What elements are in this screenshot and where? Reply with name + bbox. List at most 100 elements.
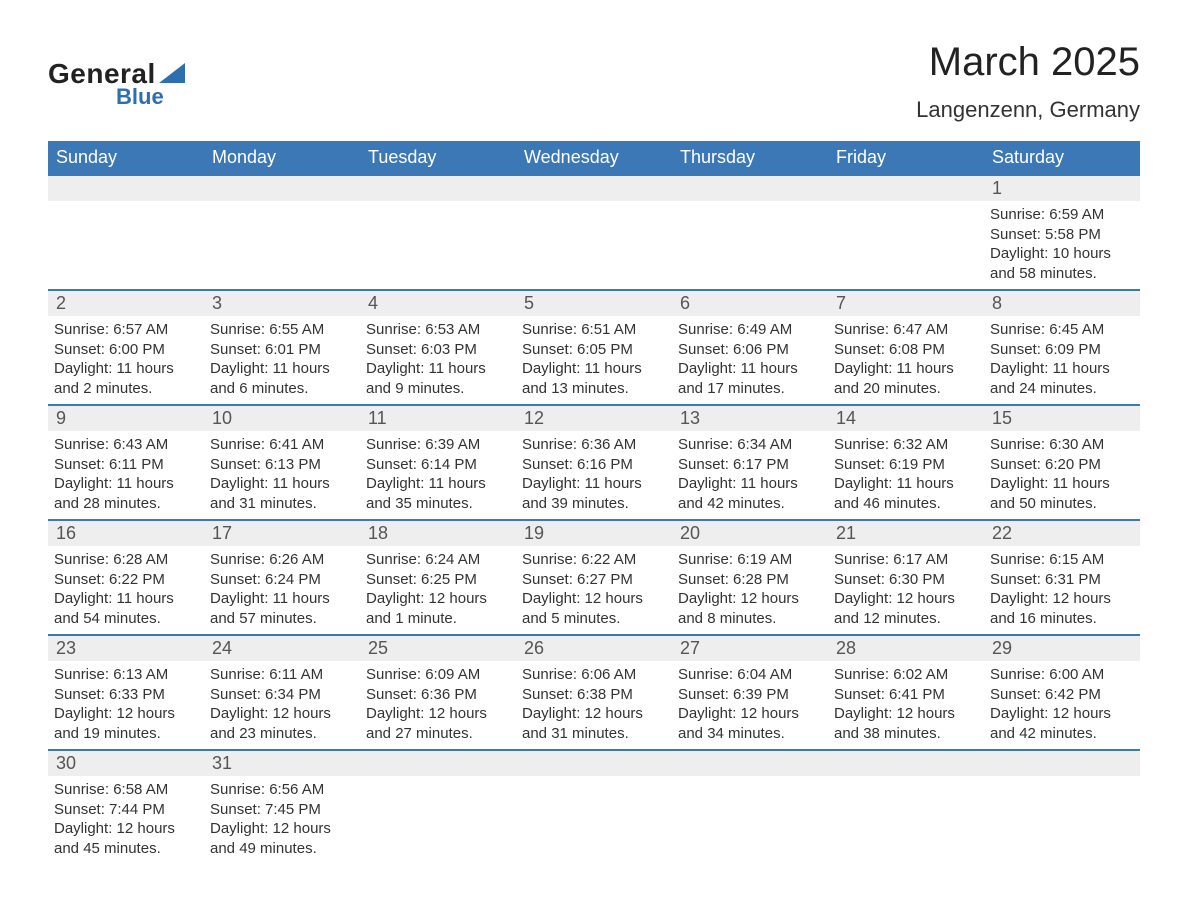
sunset-line: Sunset: 6:19 PM <box>834 455 978 475</box>
sunset-line: Sunset: 6:14 PM <box>366 455 510 475</box>
day-details: Sunrise: 6:15 AMSunset: 6:31 PMDaylight:… <box>984 546 1140 634</box>
day-header-sunday: Sunday <box>48 141 204 175</box>
day-number: 13 <box>672 406 828 431</box>
day-number: 15 <box>984 406 1140 431</box>
day-details: Sunrise: 6:53 AMSunset: 6:03 PMDaylight:… <box>360 316 516 404</box>
sunrise-line: Sunrise: 6:58 AM <box>54 780 198 800</box>
day-cell: 5Sunrise: 6:51 AMSunset: 6:05 PMDaylight… <box>516 290 672 405</box>
sunrise-line: Sunrise: 6:19 AM <box>678 550 822 570</box>
daylight-line: Daylight: 10 hours and 58 minutes. <box>990 244 1134 283</box>
daylight-line: Daylight: 12 hours and 16 minutes. <box>990 589 1134 628</box>
day-details: Sunrise: 6:45 AMSunset: 6:09 PMDaylight:… <box>984 316 1140 404</box>
day-details: Sunrise: 6:02 AMSunset: 6:41 PMDaylight:… <box>828 661 984 749</box>
daylight-line: Daylight: 12 hours and 34 minutes. <box>678 704 822 743</box>
day-cell: 27Sunrise: 6:04 AMSunset: 6:39 PMDayligh… <box>672 635 828 750</box>
sunset-line: Sunset: 6:06 PM <box>678 340 822 360</box>
day-cell: 22Sunrise: 6:15 AMSunset: 6:31 PMDayligh… <box>984 520 1140 635</box>
sunset-line: Sunset: 6:11 PM <box>54 455 198 475</box>
empty-day-cell <box>360 175 516 290</box>
day-number: 10 <box>204 406 360 431</box>
empty-day-cell <box>48 175 204 290</box>
day-number <box>204 176 360 201</box>
day-number <box>516 176 672 201</box>
sunrise-line: Sunrise: 6:02 AM <box>834 665 978 685</box>
location-subtitle: Langenzenn, Germany <box>916 97 1140 123</box>
daylight-line: Daylight: 11 hours and 50 minutes. <box>990 474 1134 513</box>
day-header-monday: Monday <box>204 141 360 175</box>
sunrise-line: Sunrise: 6:59 AM <box>990 205 1134 225</box>
sunset-line: Sunset: 6:25 PM <box>366 570 510 590</box>
day-number: 29 <box>984 636 1140 661</box>
day-details: Sunrise: 6:59 AMSunset: 5:58 PMDaylight:… <box>984 201 1140 289</box>
daylight-line: Daylight: 11 hours and 46 minutes. <box>834 474 978 513</box>
daylight-line: Daylight: 11 hours and 20 minutes. <box>834 359 978 398</box>
day-number: 11 <box>360 406 516 431</box>
sunset-line: Sunset: 6:01 PM <box>210 340 354 360</box>
daylight-line: Daylight: 11 hours and 39 minutes. <box>522 474 666 513</box>
day-number: 24 <box>204 636 360 661</box>
day-cell: 21Sunrise: 6:17 AMSunset: 6:30 PMDayligh… <box>828 520 984 635</box>
day-number: 4 <box>360 291 516 316</box>
day-number: 31 <box>204 751 360 776</box>
empty-day-cell <box>204 175 360 290</box>
day-cell: 26Sunrise: 6:06 AMSunset: 6:38 PMDayligh… <box>516 635 672 750</box>
sunrise-line: Sunrise: 6:28 AM <box>54 550 198 570</box>
day-details: Sunrise: 6:51 AMSunset: 6:05 PMDaylight:… <box>516 316 672 404</box>
sunset-line: Sunset: 6:39 PM <box>678 685 822 705</box>
day-cell: 17Sunrise: 6:26 AMSunset: 6:24 PMDayligh… <box>204 520 360 635</box>
day-number: 5 <box>516 291 672 316</box>
daylight-line: Daylight: 12 hours and 31 minutes. <box>522 704 666 743</box>
sunrise-line: Sunrise: 6:57 AM <box>54 320 198 340</box>
sunset-line: Sunset: 6:05 PM <box>522 340 666 360</box>
sunset-line: Sunset: 7:44 PM <box>54 800 198 820</box>
sunrise-line: Sunrise: 6:22 AM <box>522 550 666 570</box>
sunset-line: Sunset: 6:08 PM <box>834 340 978 360</box>
day-header-row: SundayMondayTuesdayWednesdayThursdayFrid… <box>48 141 1140 175</box>
sunset-line: Sunset: 6:17 PM <box>678 455 822 475</box>
daylight-line: Daylight: 11 hours and 35 minutes. <box>366 474 510 513</box>
sunset-line: Sunset: 6:00 PM <box>54 340 198 360</box>
logo: General Blue <box>48 58 185 110</box>
day-cell: 1Sunrise: 6:59 AMSunset: 5:58 PMDaylight… <box>984 175 1140 290</box>
sunrise-line: Sunrise: 6:55 AM <box>210 320 354 340</box>
sunset-line: Sunset: 7:45 PM <box>210 800 354 820</box>
day-number <box>516 751 672 776</box>
daylight-line: Daylight: 12 hours and 42 minutes. <box>990 704 1134 743</box>
day-number <box>984 751 1140 776</box>
day-cell: 23Sunrise: 6:13 AMSunset: 6:33 PMDayligh… <box>48 635 204 750</box>
day-number: 12 <box>516 406 672 431</box>
sunrise-line: Sunrise: 6:47 AM <box>834 320 978 340</box>
daylight-line: Daylight: 11 hours and 6 minutes. <box>210 359 354 398</box>
empty-day-cell <box>672 750 828 864</box>
day-details: Sunrise: 6:39 AMSunset: 6:14 PMDaylight:… <box>360 431 516 519</box>
day-number: 27 <box>672 636 828 661</box>
sunrise-line: Sunrise: 6:06 AM <box>522 665 666 685</box>
day-cell: 11Sunrise: 6:39 AMSunset: 6:14 PMDayligh… <box>360 405 516 520</box>
day-number <box>672 751 828 776</box>
day-cell: 24Sunrise: 6:11 AMSunset: 6:34 PMDayligh… <box>204 635 360 750</box>
day-cell: 25Sunrise: 6:09 AMSunset: 6:36 PMDayligh… <box>360 635 516 750</box>
sunset-line: Sunset: 6:22 PM <box>54 570 198 590</box>
day-cell: 6Sunrise: 6:49 AMSunset: 6:06 PMDaylight… <box>672 290 828 405</box>
sunset-line: Sunset: 6:33 PM <box>54 685 198 705</box>
day-cell: 20Sunrise: 6:19 AMSunset: 6:28 PMDayligh… <box>672 520 828 635</box>
empty-day-cell <box>672 175 828 290</box>
daylight-line: Daylight: 11 hours and 54 minutes. <box>54 589 198 628</box>
empty-day-cell <box>828 750 984 864</box>
sunset-line: Sunset: 6:30 PM <box>834 570 978 590</box>
day-number: 26 <box>516 636 672 661</box>
day-cell: 18Sunrise: 6:24 AMSunset: 6:25 PMDayligh… <box>360 520 516 635</box>
logo-text-blue: Blue <box>116 84 164 110</box>
day-number <box>360 176 516 201</box>
day-details: Sunrise: 6:36 AMSunset: 6:16 PMDaylight:… <box>516 431 672 519</box>
sunset-line: Sunset: 6:31 PM <box>990 570 1134 590</box>
sunrise-line: Sunrise: 6:43 AM <box>54 435 198 455</box>
week-row: 1Sunrise: 6:59 AMSunset: 5:58 PMDaylight… <box>48 175 1140 290</box>
sunrise-line: Sunrise: 6:56 AM <box>210 780 354 800</box>
day-header-tuesday: Tuesday <box>360 141 516 175</box>
sunset-line: Sunset: 6:09 PM <box>990 340 1134 360</box>
sunset-line: Sunset: 6:24 PM <box>210 570 354 590</box>
sunset-line: Sunset: 6:36 PM <box>366 685 510 705</box>
day-number: 14 <box>828 406 984 431</box>
daylight-line: Daylight: 11 hours and 9 minutes. <box>366 359 510 398</box>
